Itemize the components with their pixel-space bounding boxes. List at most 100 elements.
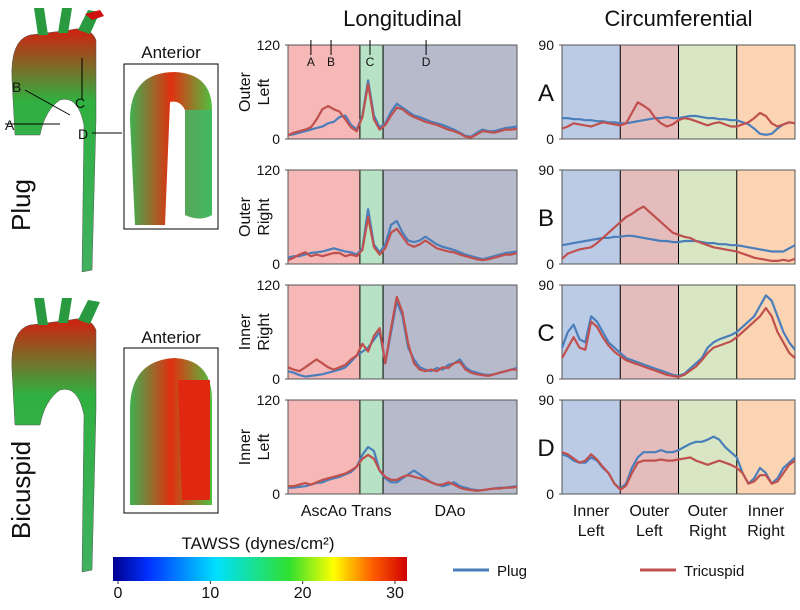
y-tick-label: 90 bbox=[538, 277, 554, 293]
label-line: Inner bbox=[748, 503, 785, 520]
plot-frame bbox=[561, 284, 796, 380]
region bbox=[562, 285, 621, 379]
region bbox=[359, 400, 384, 494]
region bbox=[562, 170, 621, 264]
colorbar-tick-label: 0 bbox=[114, 585, 123, 602]
colorbar-tick-label: 20 bbox=[294, 585, 312, 602]
section-marker-label: A bbox=[307, 55, 315, 69]
column-title: Longitudinal bbox=[343, 6, 462, 31]
label-line: Inner bbox=[237, 313, 254, 350]
y-tick-label: 120 bbox=[257, 37, 281, 53]
view-label: Anterior bbox=[141, 328, 201, 347]
panel-label: C bbox=[537, 320, 554, 347]
region bbox=[359, 285, 384, 379]
panel-label: A bbox=[538, 80, 554, 107]
label-line: Right bbox=[256, 313, 273, 351]
region bbox=[288, 170, 360, 264]
label: Inner Right bbox=[237, 313, 273, 351]
y-tick-label: 90 bbox=[538, 162, 554, 178]
series-line bbox=[561, 306, 796, 378]
plot-frame bbox=[287, 169, 518, 265]
section-marker-label: C bbox=[366, 55, 375, 69]
section-label: C bbox=[75, 95, 85, 111]
label-line: Right bbox=[689, 523, 727, 540]
region bbox=[678, 170, 737, 264]
y-tick-label: 0 bbox=[546, 371, 554, 387]
y-tick-label: 0 bbox=[272, 131, 280, 147]
plot-frame bbox=[561, 44, 796, 140]
plug-rendering bbox=[11, 8, 219, 273]
y-tick-label: 0 bbox=[272, 256, 280, 272]
region bbox=[678, 285, 737, 379]
panel-label: D bbox=[537, 435, 554, 462]
label-line: Outer bbox=[629, 503, 670, 520]
legend-label: Plug bbox=[497, 563, 527, 580]
label-line: Left bbox=[636, 523, 663, 540]
y-tick-label: 0 bbox=[546, 256, 554, 272]
series-line bbox=[287, 208, 518, 261]
section-marker-label: D bbox=[422, 55, 431, 69]
label: Outer Left bbox=[237, 71, 273, 112]
region bbox=[678, 400, 737, 494]
label: Inner Left bbox=[573, 503, 610, 540]
colorbar-tick-label: 10 bbox=[201, 585, 219, 602]
label-line: Outer bbox=[237, 196, 254, 237]
label: Inner Right bbox=[747, 503, 785, 540]
view-label: Anterior bbox=[141, 43, 201, 62]
section-label: B bbox=[12, 79, 21, 95]
series-line bbox=[287, 83, 518, 139]
label: Outer Right bbox=[237, 196, 273, 237]
region bbox=[620, 285, 679, 379]
label: Inner Left bbox=[237, 428, 273, 465]
colorbar-title: TAWSS (dynes/cm²) bbox=[181, 534, 334, 553]
y-tick-label: 120 bbox=[257, 277, 281, 293]
series-line bbox=[287, 215, 518, 262]
label-line: Left bbox=[256, 78, 273, 105]
bicuspid-rendering bbox=[11, 298, 219, 573]
region bbox=[359, 45, 384, 139]
panel-label: B bbox=[538, 205, 554, 232]
plot-frame bbox=[287, 44, 518, 140]
label-line: DAo bbox=[434, 503, 465, 520]
label-line: Left bbox=[256, 433, 273, 460]
label-line: Right bbox=[747, 523, 785, 540]
series-line bbox=[562, 114, 796, 136]
plot-frame bbox=[561, 169, 796, 265]
label-line: AscAo bbox=[301, 503, 347, 520]
plot-frame bbox=[287, 284, 518, 380]
label-line: Inner bbox=[573, 503, 610, 520]
label-line: Outer bbox=[688, 503, 729, 520]
y-tick-label: 0 bbox=[272, 486, 280, 502]
case-label: Plug bbox=[6, 179, 36, 231]
region bbox=[736, 45, 795, 139]
label-line: Left bbox=[578, 523, 605, 540]
series-line bbox=[561, 205, 796, 262]
label: DAo bbox=[434, 503, 465, 520]
label-line: Outer bbox=[237, 71, 254, 112]
section-label: D bbox=[78, 126, 88, 142]
label: Outer Left bbox=[629, 503, 670, 540]
label: Outer Right bbox=[688, 503, 729, 540]
y-tick-label: 120 bbox=[257, 162, 281, 178]
region bbox=[359, 170, 384, 264]
region bbox=[678, 45, 737, 139]
section-line bbox=[24, 89, 71, 116]
y-tick-label: 0 bbox=[272, 371, 280, 387]
colorbar bbox=[113, 557, 407, 581]
y-tick-label: 0 bbox=[546, 486, 554, 502]
label: Trans bbox=[351, 503, 391, 520]
case-label: Bicuspid bbox=[6, 441, 36, 539]
region bbox=[736, 285, 795, 379]
y-tick-label: 90 bbox=[538, 37, 554, 53]
series-line bbox=[288, 453, 518, 492]
label-line: Inner bbox=[237, 428, 254, 465]
colorbar-tick-label: 30 bbox=[386, 585, 404, 602]
region bbox=[736, 170, 795, 264]
legend-label: Tricuspid bbox=[684, 563, 744, 580]
region bbox=[383, 45, 517, 139]
label-line: Trans bbox=[351, 503, 391, 520]
series-line bbox=[287, 295, 517, 377]
series-line bbox=[287, 79, 518, 138]
y-tick-label: 0 bbox=[546, 131, 554, 147]
